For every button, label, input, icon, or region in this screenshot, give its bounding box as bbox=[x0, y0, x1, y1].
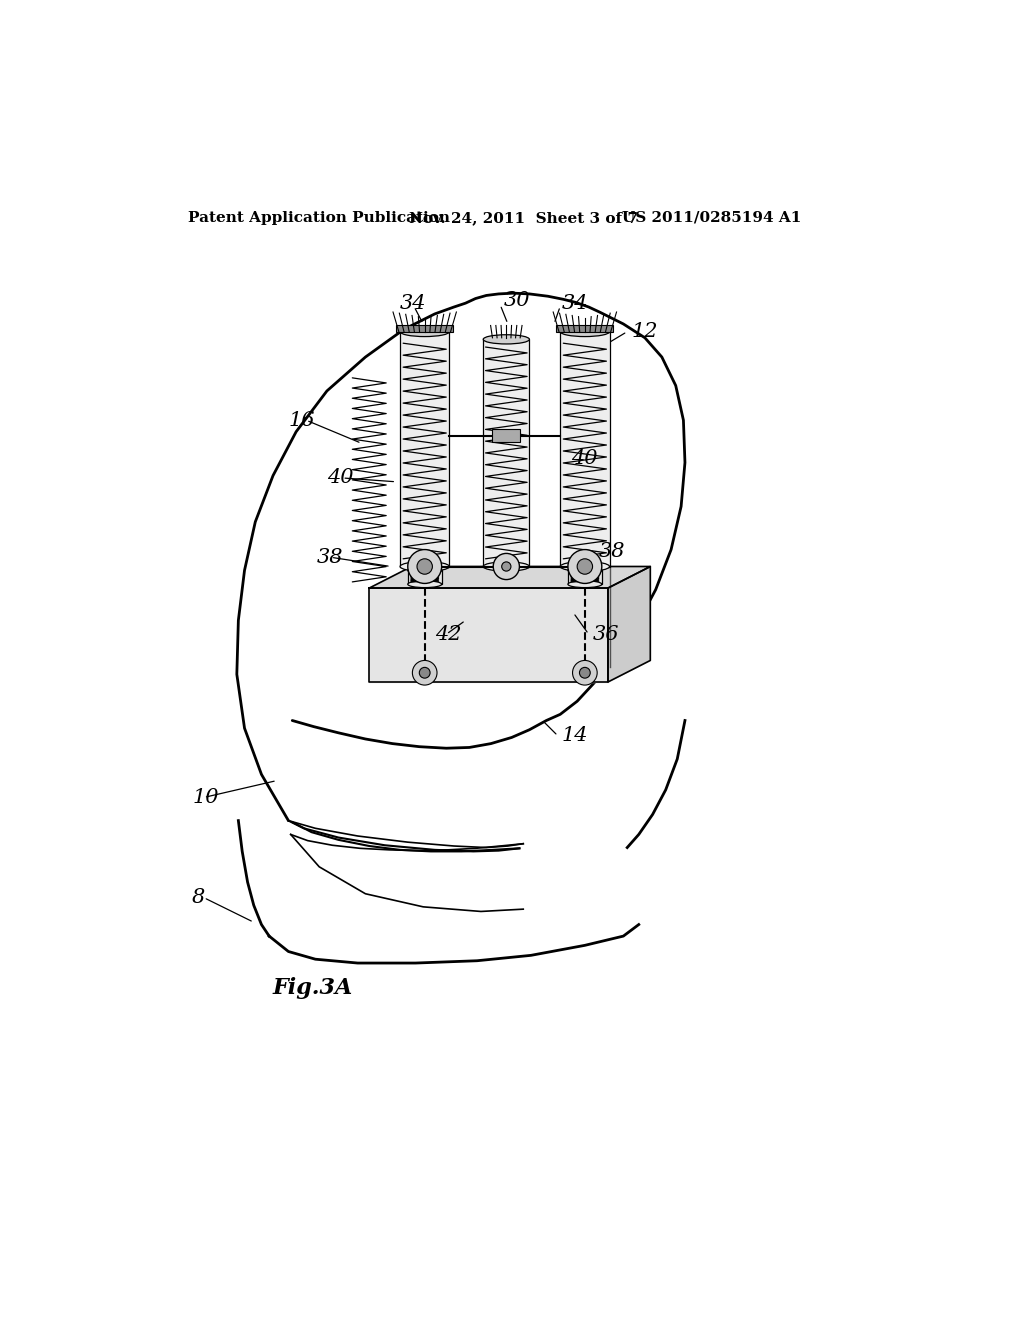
Bar bbox=[560, 331, 609, 566]
Circle shape bbox=[408, 549, 441, 583]
Circle shape bbox=[413, 660, 437, 685]
Polygon shape bbox=[370, 589, 608, 682]
Text: 36: 36 bbox=[593, 624, 620, 644]
Ellipse shape bbox=[483, 562, 529, 572]
Text: 38: 38 bbox=[316, 548, 343, 566]
Ellipse shape bbox=[560, 327, 609, 337]
Text: 40: 40 bbox=[327, 469, 353, 487]
Ellipse shape bbox=[568, 568, 602, 574]
Text: 16: 16 bbox=[289, 411, 315, 430]
Circle shape bbox=[578, 558, 593, 574]
Text: 10: 10 bbox=[193, 788, 219, 807]
Circle shape bbox=[580, 668, 590, 678]
Circle shape bbox=[419, 668, 430, 678]
Bar bbox=[556, 326, 613, 331]
Bar bbox=[408, 570, 441, 585]
Text: 34: 34 bbox=[562, 293, 588, 313]
Text: US 2011/0285194 A1: US 2011/0285194 A1 bbox=[622, 211, 801, 224]
Text: Fig.3A: Fig.3A bbox=[273, 977, 353, 999]
Text: Nov. 24, 2011  Sheet 3 of 7: Nov. 24, 2011 Sheet 3 of 7 bbox=[410, 211, 638, 224]
Polygon shape bbox=[608, 566, 650, 682]
Ellipse shape bbox=[568, 581, 602, 587]
Text: 40: 40 bbox=[571, 449, 597, 469]
Text: 38: 38 bbox=[599, 541, 626, 561]
Circle shape bbox=[502, 562, 511, 572]
Bar bbox=[568, 570, 602, 585]
Text: 12: 12 bbox=[631, 322, 657, 341]
Ellipse shape bbox=[408, 568, 441, 574]
Ellipse shape bbox=[400, 561, 450, 572]
Text: 14: 14 bbox=[562, 726, 588, 746]
Ellipse shape bbox=[483, 335, 529, 345]
Bar bbox=[400, 331, 450, 566]
Bar bbox=[493, 429, 520, 442]
Circle shape bbox=[568, 549, 602, 583]
Ellipse shape bbox=[400, 327, 450, 337]
Text: 30: 30 bbox=[504, 292, 530, 310]
Circle shape bbox=[494, 553, 519, 579]
Text: 8: 8 bbox=[193, 888, 206, 907]
Circle shape bbox=[572, 660, 597, 685]
Text: 42: 42 bbox=[435, 624, 461, 644]
Bar bbox=[396, 326, 454, 331]
Ellipse shape bbox=[560, 561, 609, 572]
Polygon shape bbox=[370, 566, 650, 589]
Circle shape bbox=[417, 558, 432, 574]
Text: Patent Application Publication: Patent Application Publication bbox=[188, 211, 451, 224]
Text: 34: 34 bbox=[400, 293, 427, 313]
Bar bbox=[483, 339, 529, 566]
Ellipse shape bbox=[408, 581, 441, 587]
